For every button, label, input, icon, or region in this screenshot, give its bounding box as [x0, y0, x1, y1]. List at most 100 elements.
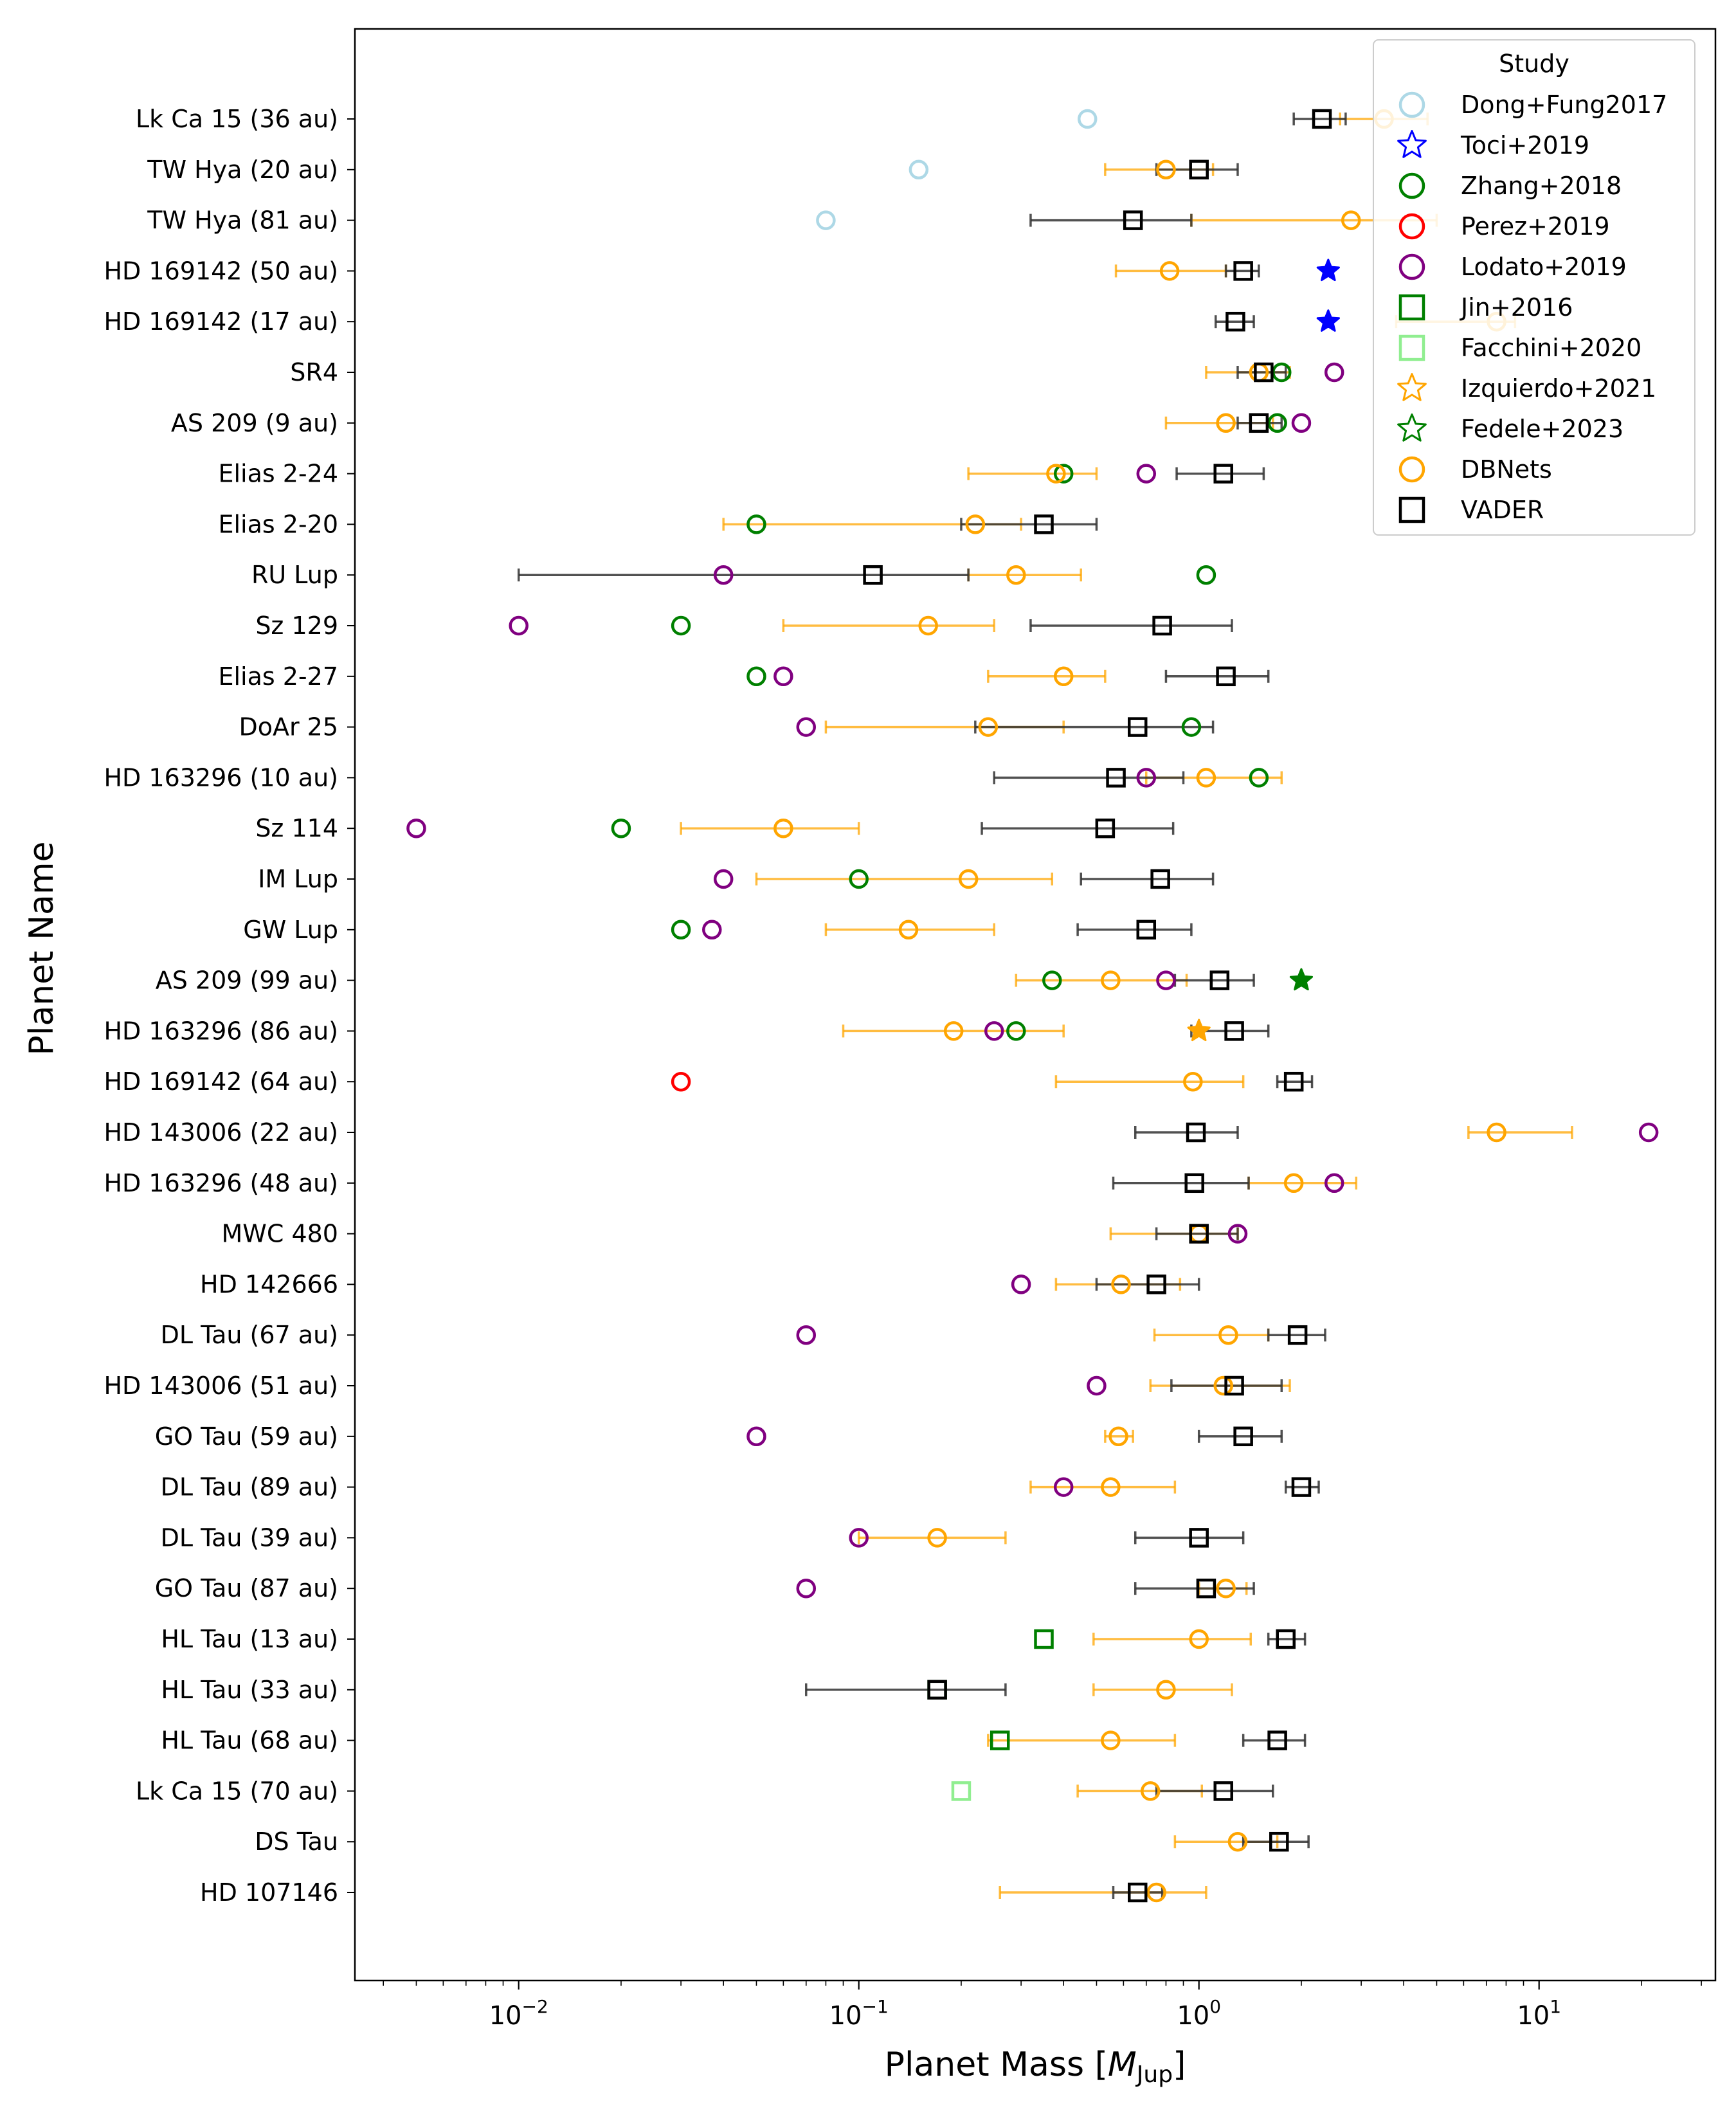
vader-error-bar	[1224, 264, 1260, 278]
dbnets-error-bar	[857, 1531, 1007, 1545]
dbnets-point	[1101, 1477, 1121, 1497]
lodato-2019-point	[1087, 1375, 1107, 1396]
vader-error-bar	[1175, 467, 1265, 480]
x-tick-label: 10−2	[489, 1996, 548, 2031]
legend-marker-dong-fung2017	[1398, 91, 1425, 118]
vader-point	[1146, 1274, 1166, 1294]
vader-point	[1312, 109, 1332, 129]
toci-2019-point	[1316, 309, 1340, 332]
lodato-2019-point	[1136, 768, 1157, 788]
y-tick-label: Elias 2-24	[218, 460, 338, 488]
y-tick-label: MWC 480	[221, 1220, 338, 1248]
legend-label-zhang-2018: Zhang+2018	[1461, 172, 1622, 200]
legend-label-lodato-2019: Lodato+2019	[1461, 253, 1627, 281]
vader-point	[1224, 1021, 1244, 1041]
dbnets-point	[1140, 1781, 1161, 1801]
lodato-2019-point	[702, 920, 722, 940]
dbnets-point	[1487, 1122, 1506, 1143]
vader-point	[1267, 1730, 1287, 1750]
vader-error-bar	[1112, 1886, 1164, 1899]
legend-marker-izquierdo-2021	[1397, 373, 1427, 401]
dbnets-point	[1053, 666, 1074, 687]
vader-error-bar	[1155, 1227, 1239, 1240]
legend-marker-lodato-2019	[1398, 253, 1425, 280]
y-tick-label: HD 143006 (22 au)	[104, 1118, 338, 1147]
zhang-2018-point	[671, 920, 691, 940]
lodato-2019-point	[406, 818, 426, 839]
y-tick-label: GO Tau (87 au)	[155, 1574, 338, 1602]
vader-point	[1034, 514, 1054, 534]
dbnets-error-bar	[999, 1886, 1207, 1899]
legend-marker-perez-2019	[1398, 213, 1425, 240]
dbnets-point	[1216, 413, 1236, 433]
dbnets-point	[773, 818, 793, 839]
dbnets-point	[1006, 565, 1026, 585]
zhang-2018-point	[746, 666, 766, 687]
y-tick-label: HL Tau (68 au)	[161, 1727, 338, 1755]
toci-2019-point	[1316, 258, 1340, 282]
dbnets-error-bar	[967, 467, 1098, 480]
vader-point	[1189, 1224, 1209, 1244]
dong-fung2017-point	[816, 210, 836, 230]
vader-point	[1186, 1122, 1206, 1143]
vader-point	[1106, 768, 1126, 788]
legend-label-dbnets: DBNets	[1461, 455, 1552, 484]
dbnets-point	[1213, 1375, 1233, 1396]
y-tick-label: AS 209 (9 au)	[171, 409, 338, 437]
vader-error-bar	[993, 771, 1185, 784]
zhang-2018-point	[1181, 717, 1202, 737]
y-tick-label: HD 169142 (64 au)	[104, 1067, 338, 1096]
lodato-2019-point	[773, 666, 793, 687]
legend-label-vader: VADER	[1461, 496, 1544, 524]
legend-marker-jin-2016	[1398, 294, 1425, 321]
dbnets-point	[927, 1528, 947, 1548]
vader-point	[1276, 1629, 1296, 1649]
legend-marker-fedele-2023	[1397, 413, 1427, 442]
dbnets-error-bar	[680, 822, 860, 835]
y-tick-label: IM Lup	[258, 865, 338, 893]
vader-point	[1213, 1781, 1233, 1801]
vader-point	[927, 1680, 947, 1700]
legend-title: Study	[1499, 50, 1569, 78]
dbnets-point	[965, 514, 986, 534]
y-tick-label: Lk Ca 15 (36 au)	[136, 105, 338, 133]
dbnets-error-bar	[755, 873, 1054, 885]
vader-error-bar	[974, 720, 1215, 734]
vader-point	[1287, 1325, 1308, 1345]
vader-point	[1184, 1173, 1204, 1193]
y-tick-label: GO Tau (59 au)	[155, 1422, 338, 1451]
y-tick-label: HL Tau (13 au)	[161, 1625, 338, 1653]
dbnets-error-bar	[1092, 1683, 1233, 1696]
vader-error-bar	[981, 822, 1175, 835]
legend-label-fedele-2023: Fedele+2023	[1461, 415, 1623, 443]
dbnets-error-bar	[782, 619, 995, 632]
vader-error-bar	[1242, 1835, 1310, 1849]
lodato-2019-point	[1053, 1477, 1074, 1497]
y-tick-label: AS 209 (99 au)	[156, 966, 338, 995]
vader-point	[1150, 869, 1170, 889]
vader-point	[1152, 615, 1172, 636]
vader-point	[1189, 1528, 1209, 1548]
lodato-2019-point	[1324, 1173, 1344, 1193]
dbnets-point	[1216, 1578, 1236, 1599]
vader-point	[1196, 1578, 1216, 1599]
legend-marker-dbnets	[1398, 456, 1425, 483]
vader-point	[1123, 210, 1143, 230]
vader-error-bar	[1155, 163, 1239, 176]
dbnets-point	[943, 1021, 964, 1041]
zhang-2018-point	[671, 615, 691, 636]
dbnets-point	[1183, 1071, 1203, 1092]
dbnets-point	[1101, 970, 1121, 990]
vader-point	[1095, 818, 1116, 839]
vader-error-bar	[1029, 213, 1193, 227]
lodato-2019-point	[1156, 970, 1176, 990]
vader-point	[1127, 1882, 1148, 1903]
y-tick-label: Sz 114	[255, 814, 338, 842]
y-tick-label: RU Lup	[251, 561, 338, 589]
dbnets-error-bar	[842, 1024, 1065, 1038]
legend-label-izquierdo-2021: Izquierdo+2021	[1461, 374, 1656, 403]
vader-point	[1269, 1831, 1289, 1852]
y-tick-label: Sz 129	[255, 612, 338, 640]
dbnets-point	[1283, 1173, 1304, 1193]
vader-point	[1127, 717, 1148, 737]
